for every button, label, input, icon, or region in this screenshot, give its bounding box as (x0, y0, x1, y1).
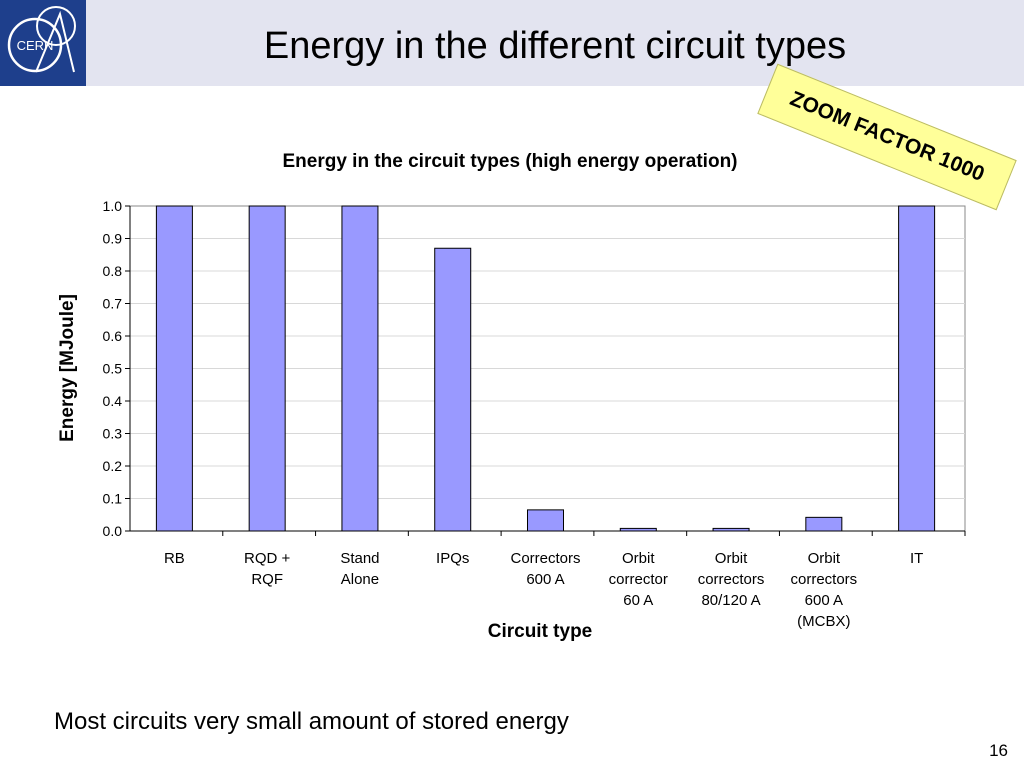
y-tick-label: 0.5 (103, 361, 123, 377)
y-tick-label: 0.9 (103, 231, 123, 247)
x-tick-label-line: correctors (698, 571, 765, 588)
y-tick-label: 0.6 (103, 328, 123, 344)
x-tick-label-line: Orbit (808, 550, 841, 567)
x-tick-label: Stand Alone (340, 550, 379, 588)
x-tick-label-line: Correctors (510, 550, 580, 567)
x-tick-label-line: RB (164, 550, 185, 567)
x-tick-label: RQD + RQF (244, 550, 291, 588)
x-tick-label: Orbit corrector 60 A (609, 550, 668, 609)
bar (619, 527, 657, 532)
bar (898, 205, 936, 532)
bar (341, 205, 379, 532)
x-tick-label-line: IT (910, 550, 923, 567)
logo-text: CERN (17, 38, 54, 53)
bar (155, 205, 193, 532)
y-tick-label: 0.3 (103, 426, 123, 442)
y-axis-label: Energy [MJoule] (57, 294, 78, 442)
y-tick-label: 0.1 (103, 491, 123, 507)
x-tick-label-line: correctors (790, 571, 857, 588)
x-tick-label: Correctors 600 A (510, 550, 580, 588)
x-axis-label: Circuit type (488, 621, 593, 642)
x-tick-label-line: RQF (251, 571, 283, 588)
y-tick-label: 0.7 (103, 296, 123, 312)
x-tick-label-line: (MCBX) (797, 613, 850, 630)
y-tick-label: 0.0 (103, 523, 123, 539)
x-tick-label-line: 600 A (526, 571, 564, 588)
x-tick-label-line: Orbit (622, 550, 655, 567)
x-tick-label-line: IPQs (436, 550, 469, 567)
bar (434, 247, 472, 532)
y-tick-label: 0.2 (103, 458, 123, 474)
x-tick-label: IT (910, 550, 923, 567)
x-tick-label-line: 80/120 A (701, 592, 760, 609)
x-tick-label-line: 600 A (805, 592, 843, 609)
y-tick-label: 0.4 (103, 393, 123, 409)
x-tick-label-line: Stand (340, 550, 379, 567)
x-tick-label: Orbit correctors 600 A (MCBX) (790, 550, 857, 630)
slide-header: CERN Energy in the different circuit typ… (0, 0, 1024, 86)
slide-title: Energy in the different circuit types (263, 25, 847, 67)
y-tick-label: 0.8 (103, 263, 123, 279)
x-tick-label-line: 60 A (623, 592, 653, 609)
bar (805, 516, 843, 532)
chart-title: Energy in the circuit types (high energy… (282, 151, 737, 172)
x-tick-label-line: RQD + (244, 550, 291, 567)
bar (527, 509, 564, 532)
x-tick-label: RB (164, 550, 185, 567)
x-tick-label-line: Orbit (715, 550, 748, 567)
cern-logo: CERN (0, 0, 86, 86)
bar (712, 527, 750, 532)
x-tick-label: IPQs (436, 550, 469, 567)
x-tick-label-line: corrector (609, 571, 668, 588)
y-tick-label: 1.0 (103, 198, 123, 214)
footnote: Most circuits very small amount of store… (54, 708, 569, 735)
x-tick-label: Orbit correctors 80/120 A (698, 550, 765, 609)
page-number: 16 (989, 741, 1008, 760)
bar (248, 205, 286, 532)
x-tick-label-line: Alone (341, 571, 379, 588)
